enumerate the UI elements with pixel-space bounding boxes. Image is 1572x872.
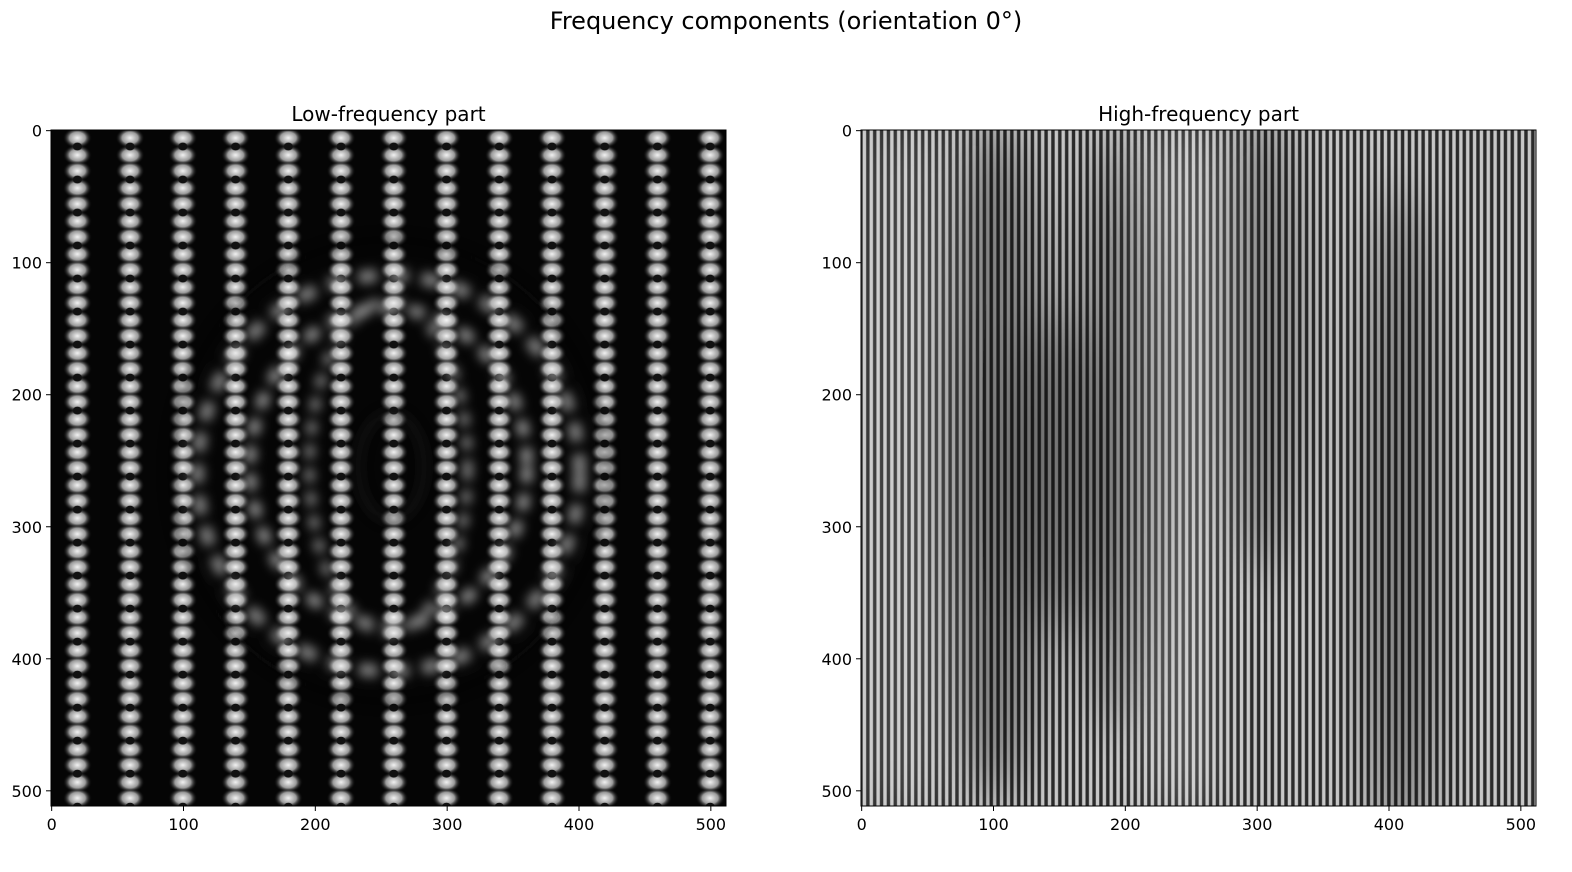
y-tick-label: 500 — [11, 782, 42, 801]
y-tick-label: 0 — [32, 122, 42, 141]
x-tick-label: 300 — [432, 815, 463, 834]
y-tick-label: 500 — [821, 782, 852, 801]
heatmap-image-0 — [51, 130, 726, 806]
x-tick-label: 200 — [1110, 815, 1141, 834]
x-tick-label: 400 — [564, 815, 595, 834]
x-tick-label: 400 — [1374, 815, 1405, 834]
x-tick-label: 500 — [696, 815, 727, 834]
y-tick-label: 0 — [842, 122, 852, 141]
panels: Low-frequency part 0 100 200 300 400 500 0 100 20… — [11, 102, 1536, 869]
x-tick-label: 100 — [168, 815, 199, 834]
panel-title: High-frequency part — [1098, 102, 1299, 126]
panel-high: High-frequency part 0 100 200 300 400 500 0 100 2… — [821, 102, 1536, 869]
y-tick-label: 400 — [821, 650, 852, 669]
panel-title: Low-frequency part — [291, 102, 485, 126]
x-tick-label: 200 — [300, 815, 331, 834]
y-tick-label: 100 — [11, 254, 42, 273]
x-tick-label: 0 — [47, 815, 57, 834]
figure-title: Frequency components (orientation 0°) — [550, 7, 1022, 35]
y-tick-label: 200 — [11, 386, 42, 405]
x-tick-label: 300 — [1242, 815, 1273, 834]
heatmap-image-1 — [861, 104, 1536, 870]
x-tick-label: 500 — [1506, 815, 1537, 834]
y-tick-label: 100 — [821, 254, 852, 273]
y-tick-label: 200 — [821, 386, 852, 405]
x-tick-label: 100 — [978, 815, 1009, 834]
panel-low: Low-frequency part 0 100 200 300 400 500 0 100 20… — [11, 102, 726, 834]
y-tick-label: 300 — [821, 518, 852, 537]
y-tick-label: 400 — [11, 650, 42, 669]
y-tick-label: 300 — [11, 518, 42, 537]
x-tick-label: 0 — [857, 815, 867, 834]
